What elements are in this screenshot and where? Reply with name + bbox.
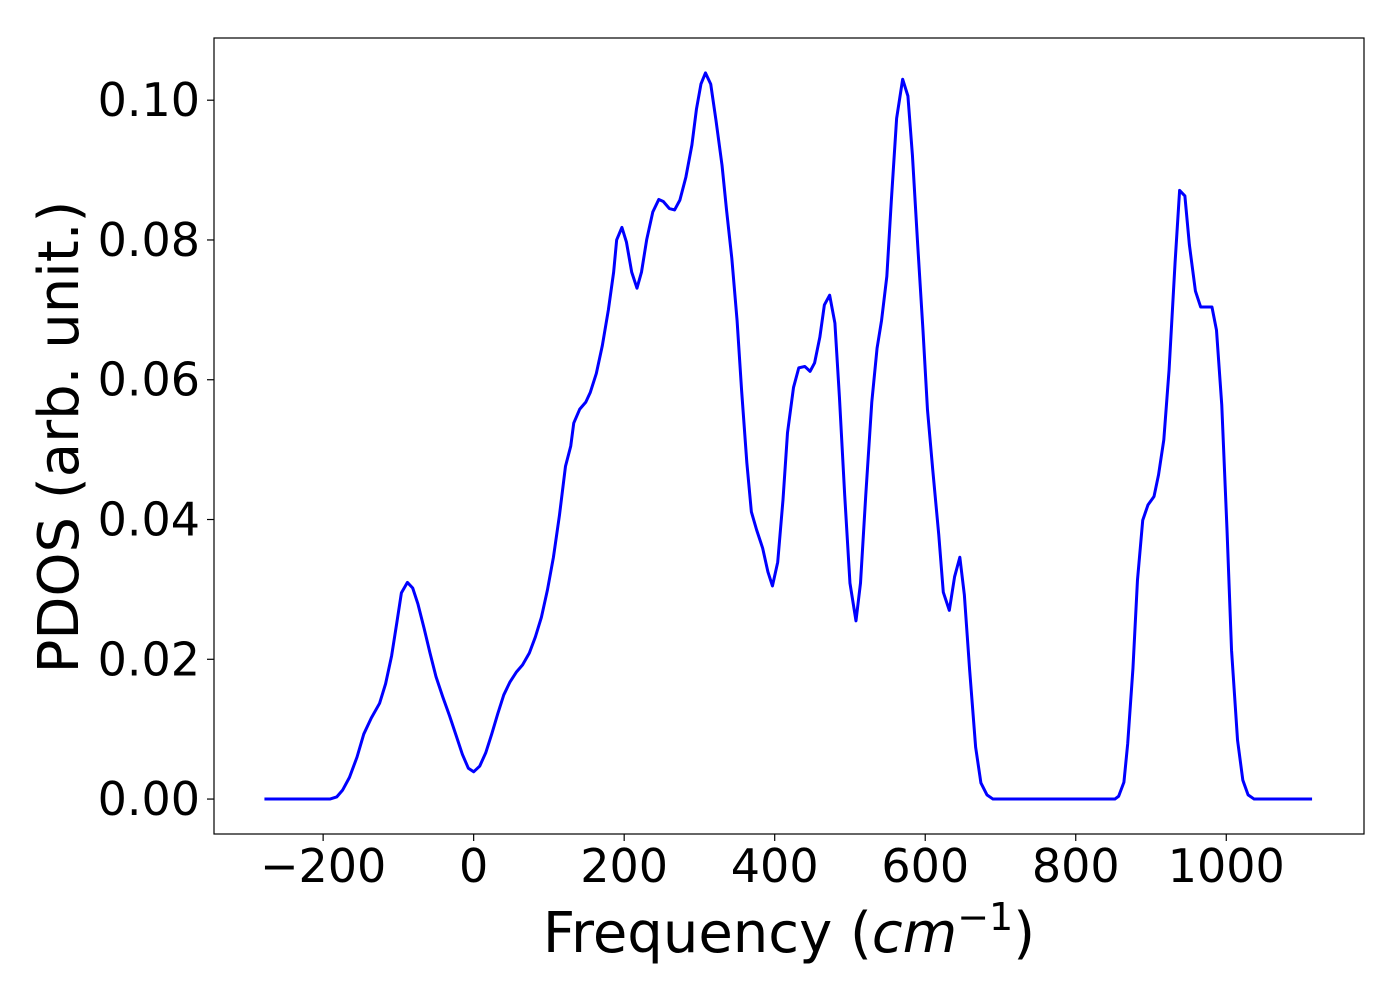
y-tick-label: 0.06 xyxy=(98,353,200,407)
x-axis-label: Frequency (cm−1) xyxy=(543,895,1035,966)
x-tick-label: −200 xyxy=(260,839,386,893)
plot-frame xyxy=(213,37,1365,835)
y-tick-label: 0.10 xyxy=(98,73,200,127)
y-tick-label: 0.08 xyxy=(98,213,200,267)
x-tick-label: 800 xyxy=(1032,839,1120,893)
line-series xyxy=(264,71,1313,801)
x-tick-label: 400 xyxy=(731,839,819,893)
x-tick-label: 1000 xyxy=(1168,839,1285,893)
y-tick-label: 0.00 xyxy=(98,772,200,826)
y-tick-label: 0.04 xyxy=(98,493,200,547)
x-tick-label: 0 xyxy=(459,839,488,893)
x-tick-label: 600 xyxy=(881,839,969,893)
y-axis-label: PDOS (arb. unit.) xyxy=(27,201,92,674)
y-tick-label: 0.02 xyxy=(98,632,200,686)
x-tick-label: 200 xyxy=(580,839,668,893)
